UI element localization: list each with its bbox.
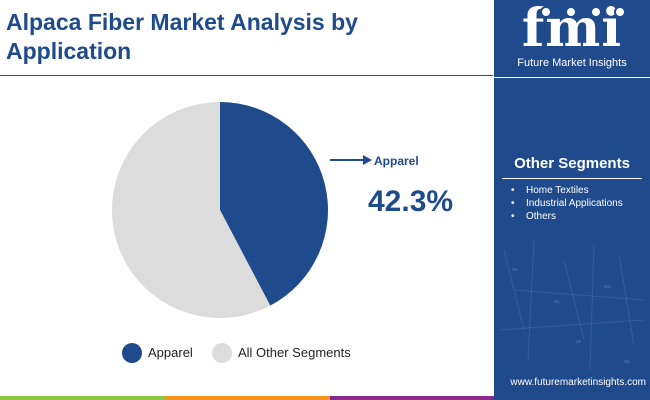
other-segments-divider: [502, 178, 642, 179]
bottom-bar-purple: [330, 396, 494, 400]
legend-swatch-apparel: [122, 343, 142, 363]
logo-dot-icon: [565, 6, 577, 18]
logo-dot-icon: [614, 6, 626, 18]
legend-label-other: All Other Segments: [238, 345, 351, 360]
logo-icons: [540, 6, 626, 18]
other-segments-heading: Other Segments: [514, 155, 630, 172]
right-panel: fmi Future Market Insights Other Segment…: [494, 0, 650, 400]
callout-label: Apparel: [374, 154, 419, 168]
bottom-bar-green: [0, 396, 165, 400]
title-divider: [0, 75, 493, 76]
list-item: Home Textiles: [510, 184, 648, 197]
list-item: Industrial Applications: [510, 197, 648, 210]
logo-dot-icon: [590, 6, 602, 18]
fmi-logo: fmi Future Market Insights: [494, 0, 650, 76]
bottom-color-bar: [0, 396, 494, 400]
panel-texture: [498, 239, 645, 371]
pie-slice-apparel: [220, 102, 328, 306]
website-link[interactable]: www.futuremarketinsights.com: [510, 377, 646, 388]
pie-slice-all-other-segments: [111, 102, 271, 318]
other-segments-list: Home Textiles Industrial Applications Ot…: [510, 184, 648, 223]
list-item: Others: [510, 210, 648, 223]
pie-chart: [111, 102, 328, 318]
callout-arrow: [330, 155, 372, 165]
page-title: Alpaca Fiber Market Analysis by Applicat…: [6, 9, 358, 64]
pie-slices: [111, 102, 328, 318]
callout-value: 42.3%: [368, 185, 454, 218]
logo-dot-icon: [540, 6, 552, 18]
bottom-bar-orange: [165, 396, 330, 400]
brand-name: Future Market Insights: [517, 57, 627, 69]
panel-divider: [494, 77, 650, 78]
legend-label-apparel: Apparel: [148, 345, 193, 360]
legend-swatch-other: [212, 343, 232, 363]
